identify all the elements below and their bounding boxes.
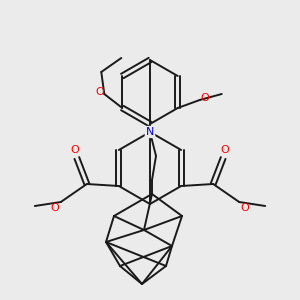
Text: O: O [50, 203, 59, 213]
Text: O: O [200, 93, 209, 103]
Text: N: N [146, 127, 154, 137]
Text: O: O [70, 145, 79, 155]
Text: O: O [221, 145, 230, 155]
Text: O: O [241, 203, 250, 213]
Text: O: O [95, 87, 104, 97]
